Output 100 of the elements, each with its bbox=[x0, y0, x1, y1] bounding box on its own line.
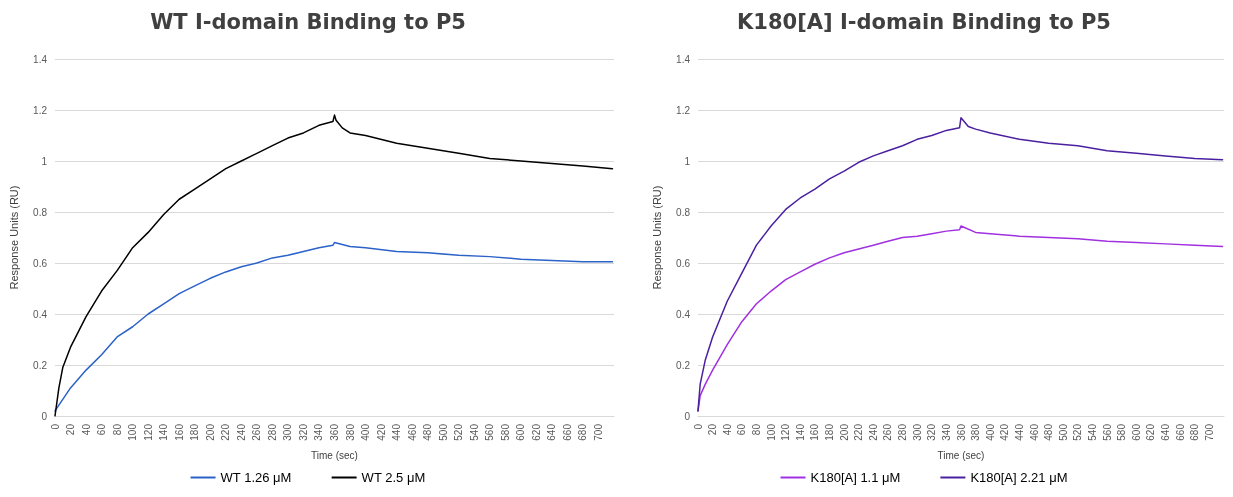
x-tick-label: 520 bbox=[1072, 423, 1084, 441]
x-tick-label: 620 bbox=[530, 423, 542, 441]
x-tick-label: 320 bbox=[926, 423, 938, 441]
y-tick-label: 0 bbox=[41, 410, 48, 422]
x-tick-label: 260 bbox=[251, 423, 263, 441]
x-tick-label: 240 bbox=[867, 423, 879, 441]
y-tick-label: 0.6 bbox=[676, 257, 691, 269]
x-tick-label: 680 bbox=[577, 423, 589, 441]
line-series bbox=[54, 114, 614, 417]
x-tick-label: 700 bbox=[1203, 423, 1215, 441]
x-tick-label: 340 bbox=[940, 423, 952, 441]
y-tick-label: 0.4 bbox=[33, 308, 48, 320]
x-tick-label: 120 bbox=[780, 423, 792, 441]
x-tick-label: 140 bbox=[794, 423, 806, 441]
legend-label: WT 1.26 μM bbox=[220, 470, 292, 485]
x-tick-label: 80 bbox=[111, 423, 123, 436]
x-tick-label: 160 bbox=[173, 423, 185, 441]
x-tick-label: 340 bbox=[313, 423, 325, 441]
y-tick-label: 0.8 bbox=[33, 206, 48, 218]
chart-title: WT I-domain Binding to P5 bbox=[150, 9, 466, 34]
x-tick-label: 40 bbox=[80, 423, 92, 436]
chart-title: K180[A] I-domain Binding to P5 bbox=[737, 9, 1111, 34]
x-tick-label: 100 bbox=[127, 423, 139, 441]
x-tick-label: 660 bbox=[561, 423, 573, 441]
x-tick-label: 640 bbox=[1160, 423, 1172, 441]
y-tick-label: 0.8 bbox=[676, 206, 691, 218]
x-tick-label: 640 bbox=[546, 423, 558, 441]
x-axis-title: Time (sec) bbox=[311, 449, 358, 461]
x-tick-label: 220 bbox=[853, 423, 865, 441]
line-series bbox=[697, 116, 1224, 412]
x-tick-label: 660 bbox=[1174, 423, 1186, 441]
x-tick-label: 380 bbox=[344, 423, 356, 441]
x-tick-label: 560 bbox=[484, 423, 496, 441]
x-tick-label: 280 bbox=[266, 423, 278, 441]
x-tick-label: 680 bbox=[1189, 423, 1201, 441]
x-tick-label: 0 bbox=[49, 423, 61, 430]
x-tick-label: 500 bbox=[1057, 423, 1069, 441]
y-tick-label: 1.4 bbox=[33, 53, 48, 65]
y-tick-label: 0 bbox=[684, 410, 691, 422]
y-tick-label: 0.2 bbox=[676, 359, 691, 371]
x-tick-label: 480 bbox=[422, 423, 434, 441]
x-tick-label: 240 bbox=[235, 423, 247, 441]
y-tick-label: 1.4 bbox=[676, 53, 691, 65]
legend-label: K180[A] 2.21 μM bbox=[970, 470, 1068, 485]
x-tick-label: 360 bbox=[955, 423, 967, 441]
x-tick-label: 380 bbox=[970, 423, 982, 441]
y-axis-title: Response Units (RU) bbox=[7, 185, 20, 290]
x-tick-label: 180 bbox=[824, 423, 835, 441]
y-tick-label: 0.2 bbox=[33, 359, 48, 371]
x-tick-label: 200 bbox=[204, 423, 216, 441]
x-tick-label: 120 bbox=[142, 423, 154, 441]
x-tick-label: 420 bbox=[375, 423, 387, 441]
x-tick-label: 420 bbox=[999, 423, 1011, 441]
x-tick-label: 500 bbox=[437, 423, 449, 441]
line-series bbox=[54, 241, 614, 412]
x-tick-label: 700 bbox=[592, 423, 604, 441]
x-tick-label: 180 bbox=[189, 423, 201, 441]
x-tick-label: 440 bbox=[391, 423, 403, 441]
x-tick-label: 20 bbox=[707, 423, 719, 436]
x-tick-label: 60 bbox=[736, 423, 748, 436]
x-tick-label: 100 bbox=[765, 423, 777, 441]
x-tick-label: 460 bbox=[1028, 423, 1040, 441]
x-tick-label: 460 bbox=[406, 423, 418, 441]
x-tick-label: 260 bbox=[882, 423, 894, 441]
x-tick-label: 400 bbox=[360, 423, 372, 441]
x-tick-label: 360 bbox=[329, 423, 340, 441]
x-tick-label: 280 bbox=[897, 423, 909, 441]
y-tick-label: 1 bbox=[684, 155, 691, 167]
x-tick-label: 560 bbox=[1101, 423, 1113, 441]
y-tick-label: 1.2 bbox=[33, 104, 48, 116]
x-tick-label: 540 bbox=[1087, 423, 1098, 441]
x-tick-label: 40 bbox=[721, 423, 733, 436]
x-tick-label: 600 bbox=[515, 423, 527, 441]
legend-label: WT 2.5 μM bbox=[361, 470, 426, 485]
y-tick-label: 1 bbox=[41, 155, 48, 167]
y-tick-label: 0.4 bbox=[676, 308, 691, 320]
y-tick-label: 1.2 bbox=[676, 104, 691, 116]
x-tick-label: 580 bbox=[499, 423, 511, 441]
x-tick-label: 440 bbox=[1013, 423, 1025, 441]
x-tick-label: 160 bbox=[809, 423, 821, 441]
x-tick-label: 480 bbox=[1043, 423, 1055, 441]
x-tick-label: 0 bbox=[692, 423, 704, 430]
x-tick-label: 620 bbox=[1145, 423, 1157, 441]
legend-label: K180[A] 1.1 μM bbox=[810, 470, 901, 485]
x-tick-label: 300 bbox=[911, 423, 923, 441]
y-axis-title: Response Units (RU) bbox=[650, 185, 663, 290]
x-tick-label: 200 bbox=[838, 423, 850, 441]
x-tick-label: 300 bbox=[282, 423, 294, 441]
x-tick-label: 540 bbox=[468, 423, 480, 441]
x-tick-label: 600 bbox=[1130, 423, 1142, 441]
x-tick-label: 520 bbox=[453, 423, 465, 441]
x-tick-label: 60 bbox=[96, 423, 108, 436]
y-tick-label: 0.6 bbox=[33, 257, 48, 269]
x-tick-label: 20 bbox=[65, 423, 77, 436]
x-tick-label: 140 bbox=[158, 423, 170, 441]
x-tick-label: 220 bbox=[220, 423, 232, 441]
x-tick-label: 320 bbox=[297, 423, 309, 441]
x-axis-title: Time (sec) bbox=[937, 449, 985, 461]
x-tick-label: 80 bbox=[750, 423, 762, 436]
x-tick-label: 580 bbox=[1116, 423, 1128, 441]
